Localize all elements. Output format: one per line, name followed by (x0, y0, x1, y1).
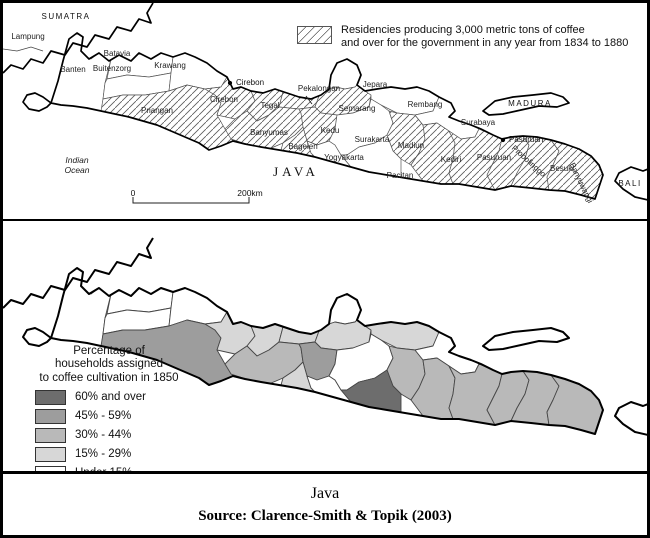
kediri-label: Kediri (441, 155, 462, 164)
city-dot-pasuruan (500, 137, 506, 143)
indian-ocean-label-line1: Indian (65, 155, 88, 165)
legend-item-60plus: 60% and over (35, 389, 207, 405)
bagelen-label: Bagelen (288, 142, 317, 151)
legend-item-15-29: 15% - 29% (35, 446, 207, 462)
jepara-label: Jepara (363, 80, 388, 89)
priangan-label: Priangan (141, 106, 173, 115)
caption-source: Source: Clarence-Smith & Topik (2003) (198, 507, 452, 524)
surakarta-label: Surakarta (355, 135, 390, 144)
scale-end-label: 200km (237, 188, 263, 198)
legend-swatch-15-29 (35, 446, 66, 462)
bottom-legend-title-line2: households assigned (54, 358, 164, 371)
bottom-legend-rows: 60% and over 45% - 59% 30% - 44% 15% - 29% U… (11, 389, 207, 474)
yogyakarta-label: Yogyakarta (324, 153, 364, 162)
cirebon-label: Cirebon (210, 95, 238, 104)
pacitan-label: Pacitan (387, 171, 414, 180)
legend-label-15-29: 15% - 29% (75, 448, 132, 461)
bali-coastline (614, 166, 647, 201)
bottom-map (3, 237, 647, 436)
bottom-legend-title-line1: Percentage of (73, 345, 145, 357)
bali-label: BALI (618, 179, 641, 188)
java-coastline (50, 267, 604, 435)
pekalongan-label: Pekalongan (298, 84, 340, 93)
krawang-label: Krawang (154, 61, 186, 70)
legend-label-30-44: 30% - 44% (75, 429, 132, 442)
caption-title: Java (310, 484, 340, 502)
lampung-label: Lampung (11, 32, 44, 41)
caption-panel: Java Source: Clarence-Smith & Topik (200… (3, 474, 647, 535)
rembang-label: Rembang (408, 100, 443, 109)
sumatra-coastline (3, 3, 154, 74)
madura-label: MADURA (508, 99, 552, 108)
legend-item-45-59: 45% - 59% (35, 408, 207, 424)
top-legend-line1: Residencies producing 3,000 metric tons … (341, 24, 585, 36)
bottom-legend-title: Percentage of households assigned to cof… (11, 345, 207, 385)
region-sumatra (3, 3, 153, 73)
top-map-legend: Residencies producing 3,000 metric tons … (297, 24, 628, 50)
city-label-cirebon: Cirebon (236, 78, 264, 87)
banten-label: Banten (60, 65, 85, 74)
java-island-label: JAVA (273, 164, 319, 179)
bottom-map-legend: Percentage of households assigned to cof… (11, 345, 207, 474)
region-pekalongan (278, 91, 320, 110)
hatch-swatch (297, 26, 332, 44)
pasuruan-label: Pasuruan (477, 153, 511, 162)
legend-item-30-44: 30% - 44% (35, 427, 207, 443)
region-pekalongan (278, 326, 320, 345)
sumatra-label: SUMATRA (41, 12, 90, 21)
city-dot-cirebon (227, 80, 233, 86)
hook-coastline (22, 327, 52, 347)
buitenzorg-label: Buitenzorg (93, 64, 131, 73)
tegal-label: Tegal (260, 101, 279, 110)
legend-swatch-under15 (35, 465, 66, 471)
scale-bar (132, 197, 250, 204)
besuki-label: Besuki (550, 164, 574, 173)
city-label-pasuruan: Pasuruan (509, 135, 543, 144)
top-map: SUMATRA Lampung Banten Batavia Buitenzorg Kra… (3, 3, 647, 205)
legend-label-under15: Under 15% (75, 467, 133, 474)
bali-coastline (614, 401, 647, 436)
banyumas-label: Banyumas (250, 128, 288, 137)
top-map-panel: SUMATRA Lampung Banten Batavia Buitenzorg Kra… (3, 3, 647, 221)
surabaya-label: Surabaya (461, 118, 496, 127)
lampung-border-line (3, 46, 44, 52)
java-coastline (50, 32, 604, 200)
legend-label-60plus: 60% and over (75, 391, 146, 404)
legend-swatch-45-59 (35, 408, 66, 424)
pekalongan-leader-line (305, 95, 313, 105)
madura-coastline (482, 327, 570, 351)
legend-swatch-60plus (35, 389, 66, 405)
scale-start-label: 0 (131, 188, 136, 198)
legend-item-under15: Under 15% (35, 465, 207, 474)
bottom-map-panel: Percentage of households assigned to cof… (3, 221, 647, 474)
legend-label-45-59: 45% - 59% (75, 410, 132, 423)
bottom-legend-title-line3: to coffee cultivation in 1850 (39, 371, 179, 384)
kedu-label: Kedu (321, 126, 340, 135)
hook-coastline (22, 92, 52, 112)
region-sumatra (3, 238, 153, 308)
indian-ocean-label-line2: Ocean (64, 165, 89, 175)
madura-coastline (482, 92, 570, 116)
batavia-label: Batavia (104, 49, 131, 58)
semarang-label: Semarang (339, 104, 376, 113)
top-legend-line2: and over for the government in any year … (341, 37, 629, 50)
top-legend-text: Residencies producing 3,000 metric tons … (341, 24, 628, 50)
madiun-label: Madiun (398, 141, 424, 150)
legend-swatch-30-44 (35, 427, 66, 443)
sumatra-coastline (3, 237, 154, 309)
